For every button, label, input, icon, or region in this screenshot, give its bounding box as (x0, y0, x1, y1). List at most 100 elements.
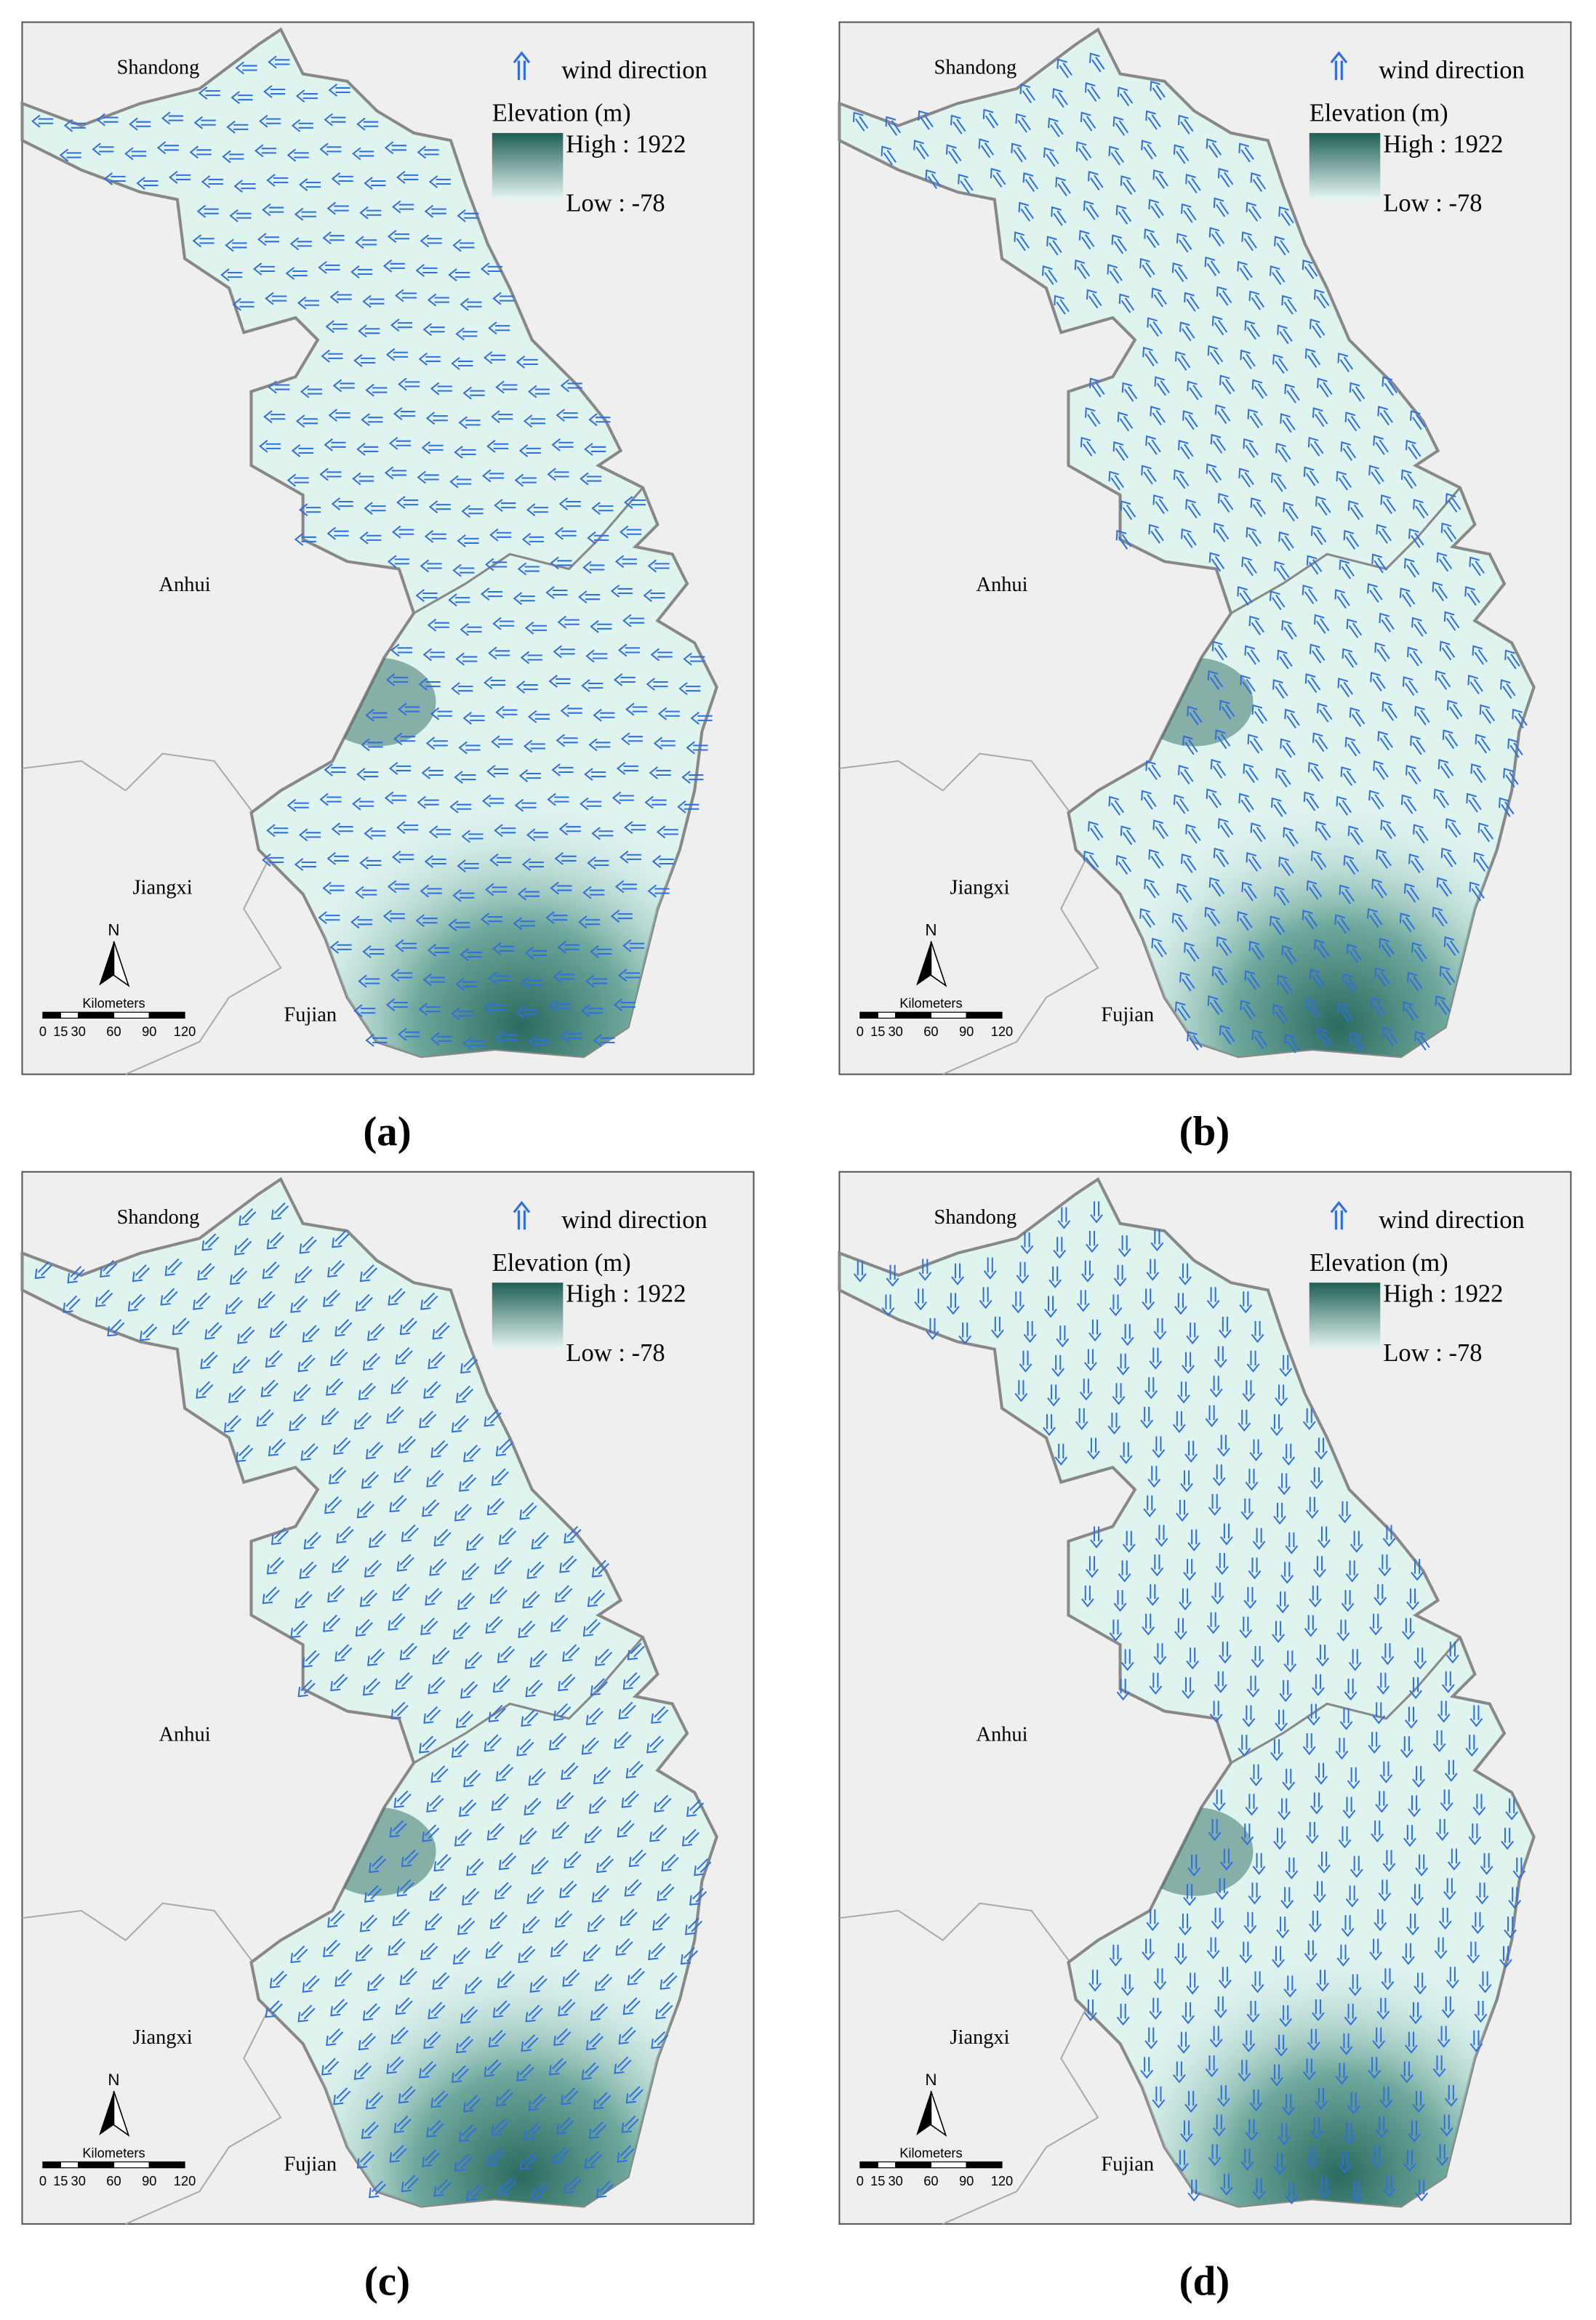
wind-arrow (1239, 1941, 1253, 1964)
wind-arrow (290, 1946, 308, 1964)
wind-arrow (422, 973, 445, 987)
wind-arrow (1467, 675, 1483, 695)
wind-arrow (391, 850, 414, 864)
wind-arrow (1089, 377, 1105, 398)
wind-arrow (430, 382, 452, 396)
wind-arrow (1371, 2146, 1384, 2168)
wind-arrow (1313, 1556, 1326, 1578)
wind-arrow (1499, 797, 1515, 817)
wind-arrow (1403, 2150, 1416, 2172)
north-arrow (916, 2090, 931, 2135)
wind-arrow (1048, 117, 1064, 137)
wind-arrow (425, 1913, 443, 1931)
scale-segment (148, 1011, 185, 1019)
wind-arrow (323, 1614, 341, 1632)
wind-arrow (262, 853, 284, 867)
wind-arrow (558, 822, 581, 836)
wind-arrow (1343, 529, 1360, 550)
wind-arrow (1174, 1618, 1187, 1640)
wind-arrow (1206, 1937, 1220, 1959)
wind-arrow (561, 2087, 579, 2106)
wind-arrow (951, 1263, 964, 1285)
wind-arrow (614, 1731, 632, 1749)
wind-arrow (562, 1644, 580, 1662)
wind-arrow (1090, 1201, 1103, 1224)
wind-arrow (1281, 944, 1297, 965)
wind-arrow (617, 2145, 635, 2163)
wind-arrow (356, 2151, 374, 2169)
wind-arrow (1373, 760, 1389, 780)
wind-arrow (1269, 915, 1286, 936)
wind-arrow (63, 1295, 81, 1313)
wind-arrow (1440, 2114, 1453, 2137)
province-label: Fujian (1101, 1003, 1154, 1026)
wind-arrow (1241, 556, 1257, 577)
wind-arrow (550, 1614, 569, 1632)
wind-arrow (1051, 1354, 1065, 1377)
wind-arrow (387, 555, 409, 569)
wind-arrow (1152, 169, 1168, 189)
wind-arrow (556, 1791, 574, 1810)
wind-arrow (1306, 555, 1323, 575)
wind-arrow (365, 383, 388, 397)
wind-arrow (420, 559, 442, 573)
wind-arrow (393, 2115, 412, 2133)
wind-arrow (1346, 618, 1363, 638)
wind-arrow (1214, 404, 1231, 425)
wind-arrow (1251, 1971, 1264, 1994)
wind-arrow (1344, 1678, 1358, 1701)
wind-arrow (485, 1615, 503, 1634)
wind-arrow (1504, 1916, 1517, 1939)
wind-arrow (580, 472, 602, 486)
north-arrow (930, 941, 947, 987)
wind-arrow (294, 858, 316, 871)
wind-arrow (1144, 2027, 1158, 2050)
wind-arrow (481, 469, 505, 483)
wind-arrow (262, 1261, 280, 1280)
wind-arrow (1245, 2119, 1259, 2141)
wind-arrow (1186, 1647, 1200, 1670)
wind-arrow (1304, 1940, 1318, 1962)
wind-arrow (1212, 1464, 1226, 1487)
wind-arrow (1278, 2123, 1291, 2146)
wind-arrow (1346, 943, 1363, 963)
wind-arrow (945, 144, 962, 164)
wind-arrow (584, 768, 606, 781)
wind-arrow (331, 822, 353, 836)
wind-arrow (418, 1003, 441, 1016)
wind-arrow (1402, 1001, 1419, 1021)
wind-arrow (1120, 1324, 1134, 1346)
scale-segment (148, 2161, 185, 2169)
wind-arrow (432, 1322, 450, 1340)
wind-arrow (1243, 438, 1259, 458)
wind-arrow (525, 1679, 543, 1698)
wind-arrow (1217, 493, 1234, 513)
wind-arrow (1475, 734, 1491, 754)
wind-arrow (353, 1412, 372, 1430)
wind-arrow (514, 473, 537, 487)
wind-arrow (1142, 346, 1158, 366)
scale-segment (78, 1011, 115, 1019)
wind-arrow (353, 2062, 372, 2080)
wind-arrow (498, 2177, 517, 2196)
wind-arrow (395, 1672, 413, 1690)
wind-arrow (359, 206, 382, 220)
wind-arrow (233, 180, 256, 193)
wind-arrow (358, 1382, 376, 1400)
wind-arrow (1218, 1316, 1232, 1339)
wind-arrow (593, 2092, 611, 2110)
wind-arrow (1435, 670, 1451, 690)
wind-arrow (297, 1354, 316, 1373)
wind-arrow (531, 1857, 549, 1875)
wind-arrow (694, 1858, 712, 1877)
wind-arrow (458, 741, 481, 755)
wind-arrow (1309, 643, 1326, 664)
wind-arrow (31, 114, 54, 128)
wind-arrow (516, 681, 538, 694)
wind-arrow (193, 1292, 211, 1310)
wind-arrow (616, 761, 638, 775)
wind-arrow (451, 357, 473, 370)
wind-arrow (430, 1032, 452, 1045)
wind-arrow (1150, 1229, 1164, 1252)
wind-arrow (1141, 140, 1157, 160)
